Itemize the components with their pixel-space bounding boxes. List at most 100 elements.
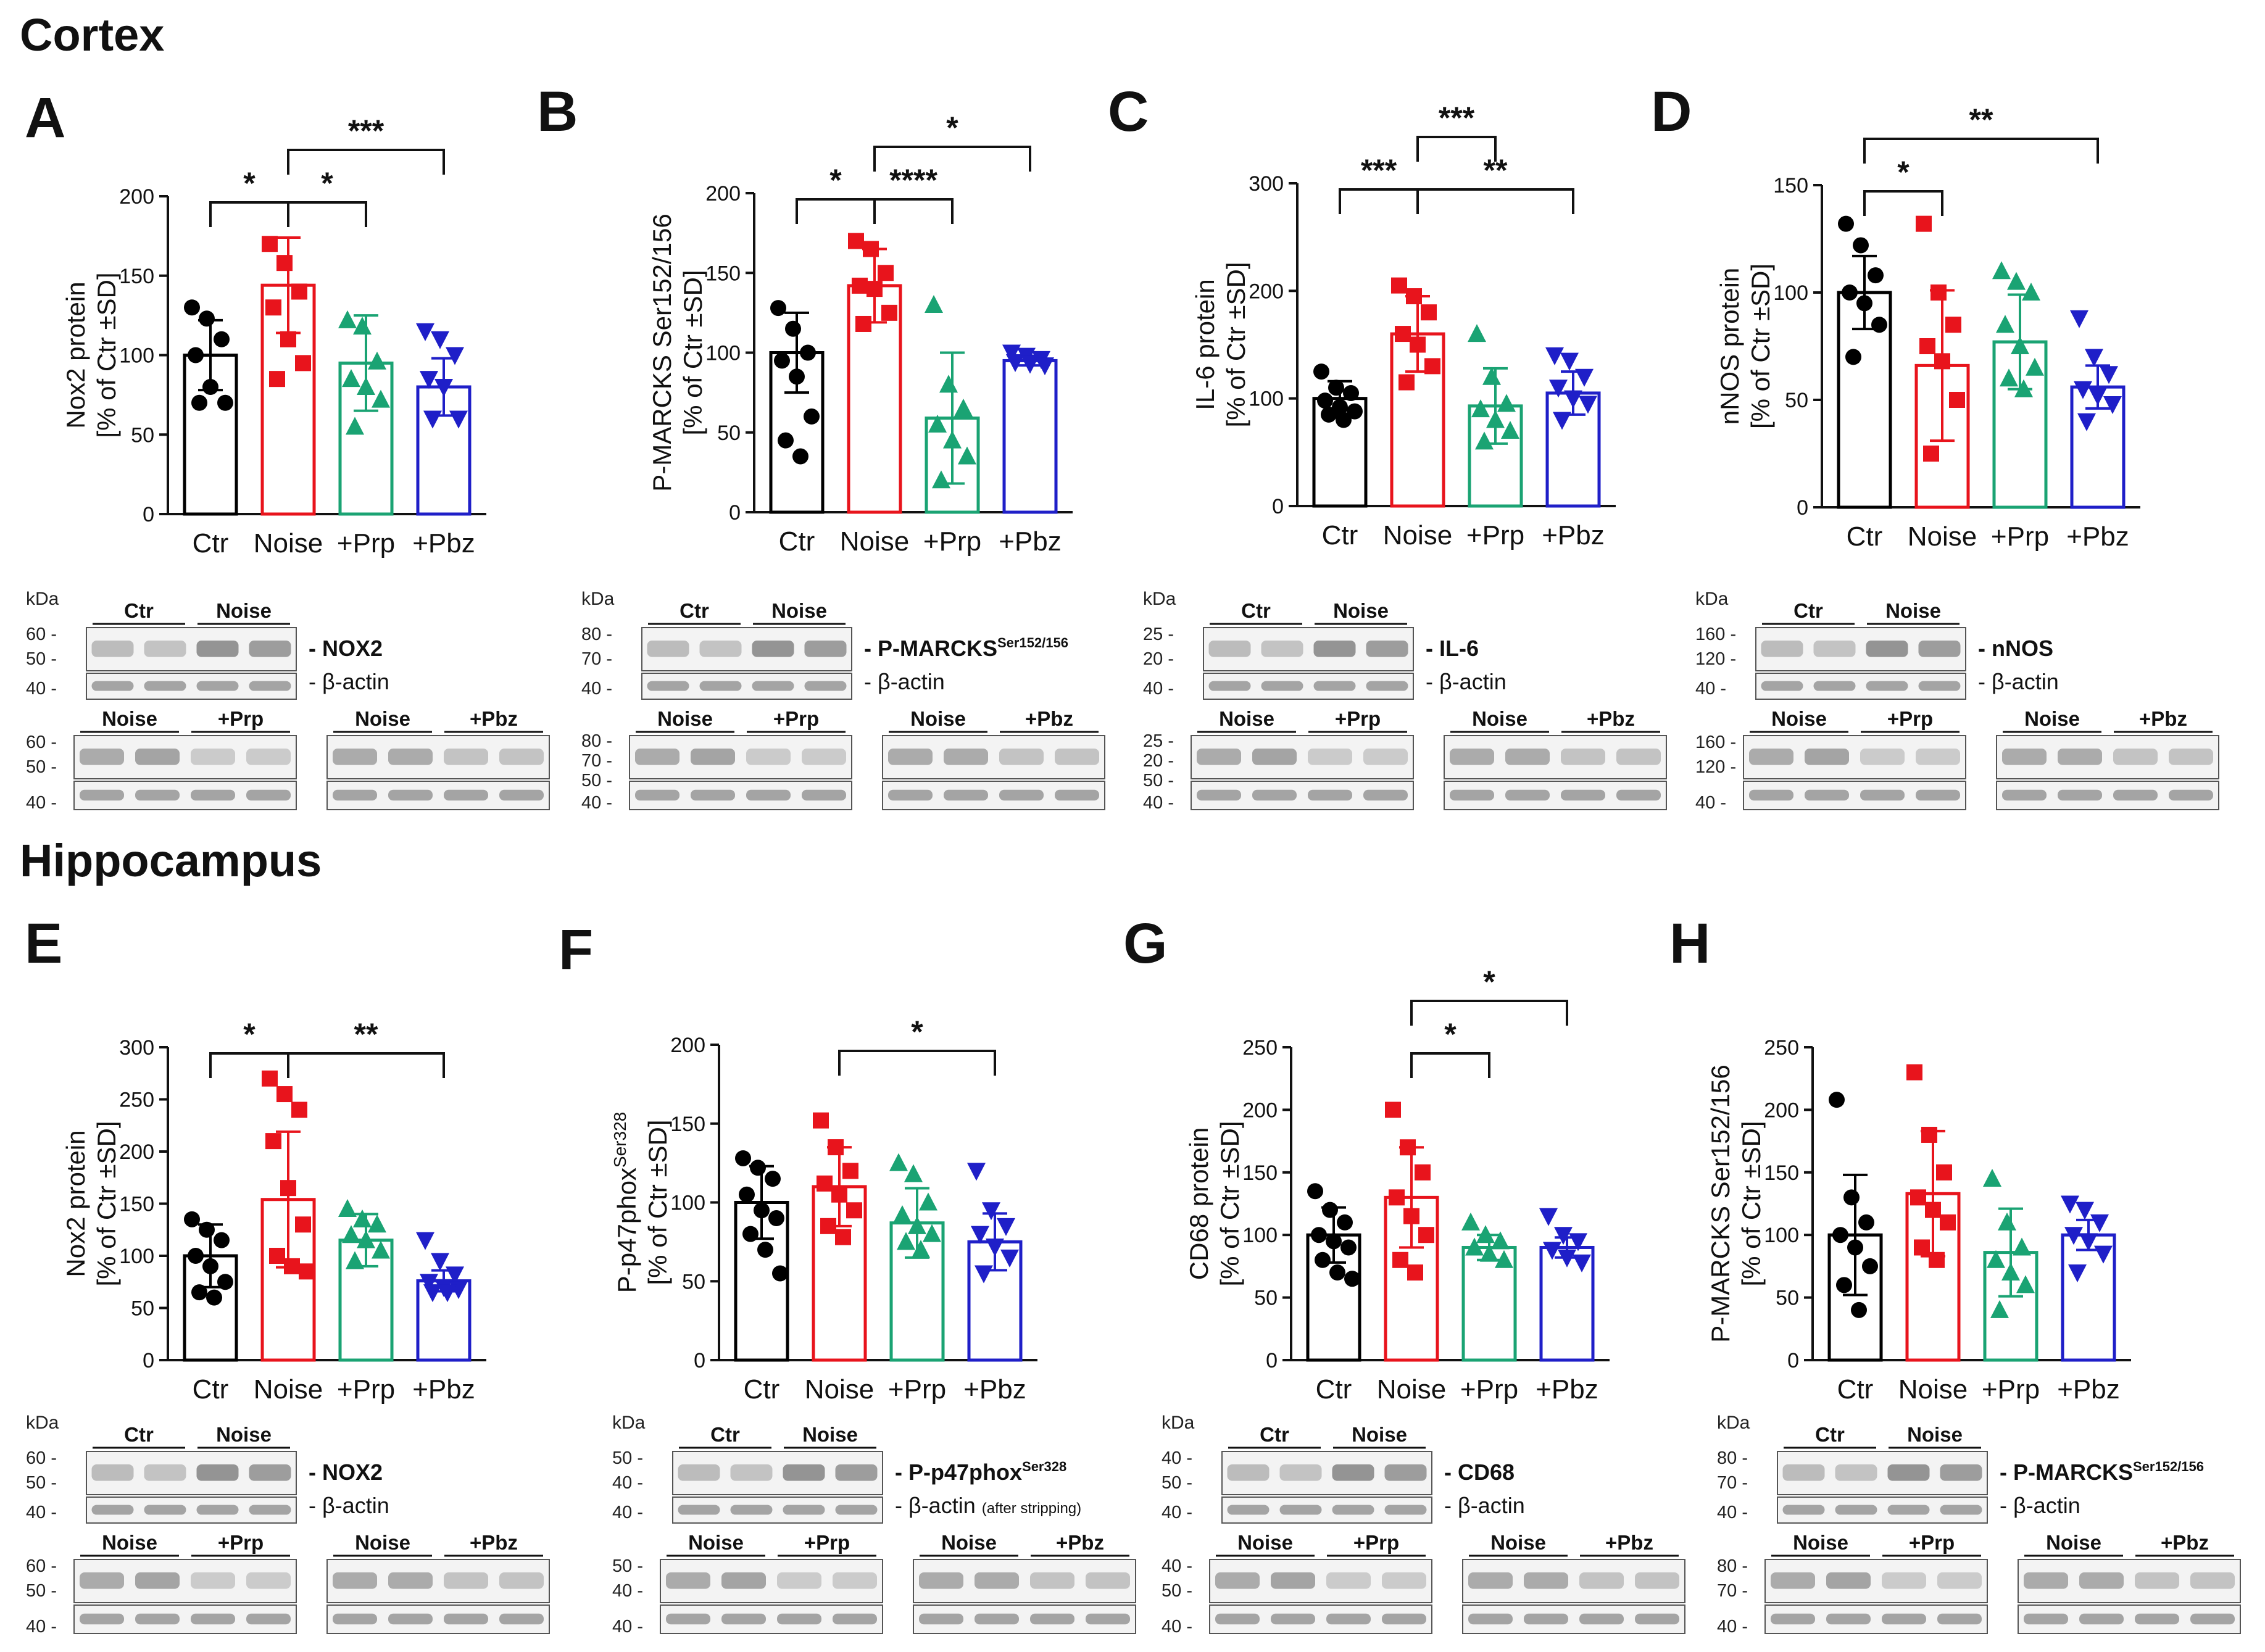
lane-label: Noise — [1907, 1423, 1963, 1446]
blot-strip-target-band — [1826, 1572, 1871, 1589]
lane-label: Ctr — [680, 599, 709, 622]
data-point-Noise — [1395, 326, 1411, 342]
chart-panel-C: C 0 100 200 300 IL-6 protein[% of Ctr ±SD] Ctr… — [1108, 80, 1616, 550]
data-point-Noise — [262, 1070, 278, 1087]
y-axis-label-line1: Nox2 protein — [61, 1130, 90, 1277]
data-point-Ctr — [1313, 363, 1329, 380]
data-point-Ctr — [1847, 1239, 1863, 1256]
mw-marker: 70 - — [1717, 1473, 1748, 1493]
data-point-Ctr — [1832, 1227, 1848, 1243]
data-point-+Prp — [919, 1192, 937, 1211]
data-point-+Prp — [958, 446, 976, 465]
mw-marker: 25 - — [1143, 731, 1174, 751]
data-point-Noise — [291, 1102, 307, 1118]
data-point-+Prp — [2013, 1237, 2031, 1256]
actin-label: - β-actin — [309, 669, 389, 694]
significance-label: * — [321, 166, 333, 201]
mw-marker: 50 - — [1162, 1581, 1192, 1601]
blot-panel-H: kDa Ctr Noise 80 - 70 - 40 - - P-MARCKSSer152/… — [1717, 1413, 2241, 1637]
data-point-Ctr — [1853, 237, 1869, 254]
blot-strip-actin-band — [1332, 1505, 1374, 1515]
blot-strip-target-band — [833, 1572, 877, 1589]
mw-marker: 50 - — [26, 649, 57, 669]
blot-strip-target-band — [1916, 749, 1960, 765]
blot-strip-actin-band — [678, 1505, 720, 1515]
blot-strip-actin-band — [499, 789, 544, 801]
protein-label: - nNOS — [1978, 636, 2053, 661]
mw-marker: 50 - — [1162, 1473, 1192, 1493]
data-point-+Prp — [1475, 431, 1494, 450]
blot-strip-target-band — [1366, 641, 1408, 657]
data-point-Ctr — [1317, 392, 1333, 409]
blot-strip-actin-band — [1363, 789, 1408, 801]
data-point-Noise — [846, 1202, 862, 1219]
data-point-Noise — [813, 1112, 829, 1129]
blot-strip-target-band — [1561, 749, 1605, 765]
blot-strip-actin-band — [2058, 789, 2102, 801]
data-point-+Pbz — [434, 379, 453, 397]
data-point-Noise — [867, 281, 883, 297]
data-point-Noise — [291, 283, 307, 300]
blot-strip-target-band — [721, 1572, 766, 1589]
data-point-+Prp — [1996, 315, 2014, 333]
data-point-Ctr — [1862, 1258, 1878, 1274]
data-point-Ctr — [785, 320, 801, 337]
blot-strip-actin-band — [746, 789, 791, 801]
lane-label: +Prp — [1335, 707, 1381, 730]
lane-label: Noise — [1352, 1423, 1407, 1446]
panel-letter: G — [1123, 912, 1168, 975]
data-point-+Prp — [342, 1225, 360, 1243]
blot-strip-actin-band — [1271, 1613, 1315, 1625]
blot-strip-actin-band — [888, 789, 933, 801]
y-axis-label: Nox2 protein[% of Ctr ±SD] — [61, 272, 121, 438]
blot-strip-target-band — [1450, 749, 1494, 765]
protein-label: - NOX2 — [309, 1459, 383, 1485]
mw-marker: 80 - — [581, 625, 612, 644]
data-point-+Pbz — [1006, 354, 1024, 373]
blot-strip-actin-band — [1835, 1505, 1877, 1515]
blot-strip-target-band — [388, 749, 433, 765]
blot-strip-target-band — [80, 1572, 124, 1589]
y-axis-label: P-p47phoxSer328 [% of Ctr ±SD] — [610, 1112, 672, 1293]
data-point-Ctr — [750, 1160, 766, 1176]
data-point-+Pbz — [1545, 347, 1564, 365]
blot-strip-target-band — [135, 1572, 180, 1589]
data-point-+Prp — [932, 470, 950, 489]
blot-strip-actin-band — [135, 1613, 180, 1625]
actin-label-main: - β-actin — [1978, 669, 2059, 694]
data-point-+Pbz — [2068, 1264, 2087, 1283]
y-tick-label: 150 — [670, 1113, 705, 1136]
data-point-Noise — [852, 277, 868, 294]
mw-marker: 40 - — [1717, 1617, 1748, 1637]
blot-strip-actin-band — [1030, 1613, 1074, 1625]
data-point-+Prp — [1501, 420, 1519, 439]
significance-bracket — [287, 201, 367, 227]
lane-label: Noise — [1793, 1531, 1848, 1554]
data-point-+Pbz — [1560, 352, 1579, 371]
blot-strip-actin-band — [196, 1505, 239, 1515]
mw-marker: 160 - — [1695, 733, 1736, 752]
data-point-+Pbz — [416, 1232, 434, 1250]
blot-strip-target-band — [249, 1464, 291, 1481]
blot-strip-actin-band — [919, 1613, 963, 1625]
blot-strip-target-band — [888, 749, 933, 765]
data-point-+Pbz — [449, 410, 468, 429]
mw-marker: 40 - — [26, 793, 57, 813]
blot-strip-target-band — [1215, 1572, 1260, 1589]
data-point-+Pbz — [2070, 310, 2088, 328]
y-axis-label-line1: P-MARCKS Ser152/156 — [1706, 1065, 1735, 1343]
blot-strip-target-band — [919, 1572, 963, 1589]
y-tick-label: 250 — [119, 1089, 154, 1112]
blot-strip-actin-band — [1227, 1505, 1270, 1515]
significance-label: * — [829, 163, 842, 197]
lane-label: +Pbz — [1025, 707, 1073, 730]
data-point-Noise — [1934, 353, 1950, 370]
data-point-Ctr — [742, 1226, 758, 1242]
chart-panel-D: D 0 50 100 150 nNOS protein[% of Ctr ±SD] Ctr N… — [1651, 80, 2140, 552]
blot-strip-actin-band — [804, 681, 847, 691]
mw-marker: 120 - — [1695, 757, 1736, 777]
data-point-Noise — [1392, 1251, 1408, 1268]
